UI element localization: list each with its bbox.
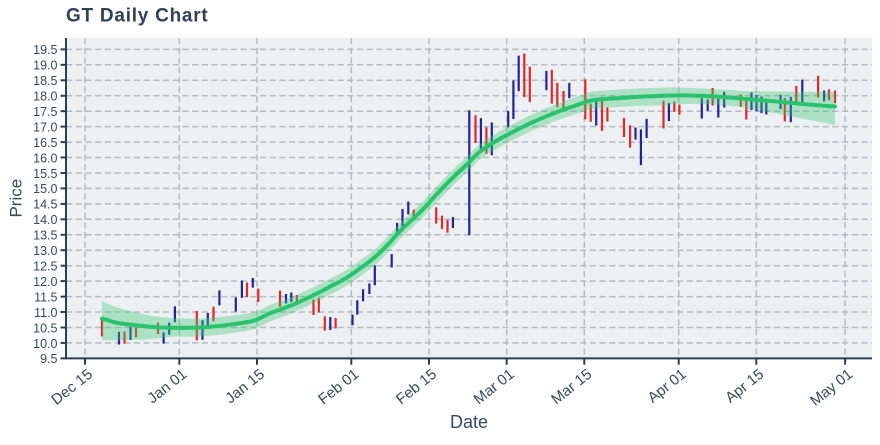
- svg-text:Date: Date: [450, 412, 488, 432]
- svg-text:16.0: 16.0: [33, 151, 57, 165]
- svg-text:Apr 15: Apr 15: [722, 366, 767, 407]
- svg-text:19.0: 19.0: [33, 59, 57, 73]
- svg-text:Feb 15: Feb 15: [393, 366, 440, 408]
- svg-text:Jan 15: Jan 15: [222, 366, 268, 407]
- svg-text:16.5: 16.5: [33, 136, 57, 150]
- svg-text:10.0: 10.0: [33, 337, 57, 351]
- svg-text:Apr 01: Apr 01: [645, 366, 690, 407]
- svg-text:Mar 01: Mar 01: [471, 366, 518, 408]
- svg-text:9.5: 9.5: [40, 352, 57, 366]
- svg-text:Dec 15: Dec 15: [48, 366, 96, 409]
- svg-text:11.5: 11.5: [34, 290, 57, 304]
- svg-text:12.0: 12.0: [33, 275, 57, 289]
- svg-text:13.5: 13.5: [33, 229, 57, 243]
- svg-text:15.5: 15.5: [33, 167, 57, 181]
- svg-text:18.0: 18.0: [33, 90, 57, 104]
- svg-text:13.0: 13.0: [33, 244, 57, 258]
- svg-text:GT Daily Chart: GT Daily Chart: [66, 6, 208, 27]
- svg-text:May 01: May 01: [807, 366, 856, 410]
- svg-text:14.5: 14.5: [33, 198, 57, 212]
- svg-text:17.5: 17.5: [33, 105, 57, 119]
- svg-text:19.5: 19.5: [33, 43, 57, 57]
- svg-text:Price: Price: [6, 179, 25, 218]
- svg-text:17.0: 17.0: [33, 120, 57, 134]
- svg-text:Mar 15: Mar 15: [548, 366, 595, 408]
- svg-text:15.0: 15.0: [33, 182, 57, 196]
- svg-text:Feb 01: Feb 01: [315, 366, 362, 408]
- svg-text:10.5: 10.5: [33, 321, 57, 335]
- svg-text:14.0: 14.0: [33, 213, 57, 227]
- svg-text:11.0: 11.0: [34, 306, 57, 320]
- svg-text:12.5: 12.5: [33, 260, 57, 274]
- svg-text:18.5: 18.5: [33, 74, 57, 88]
- svg-text:Jan 01: Jan 01: [144, 366, 190, 407]
